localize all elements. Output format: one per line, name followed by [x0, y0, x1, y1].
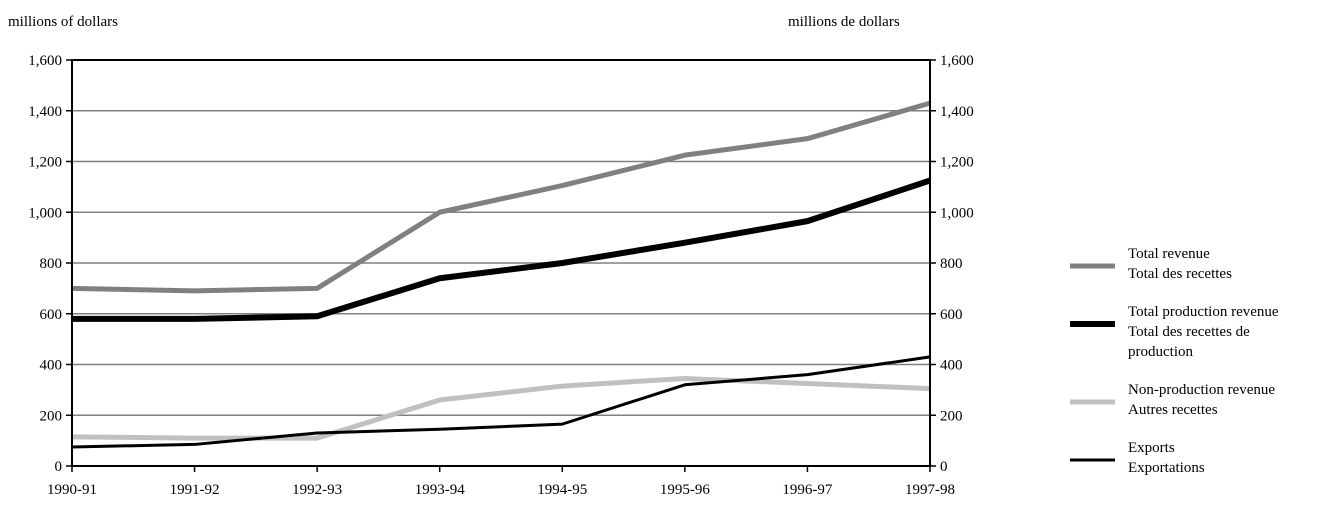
series-line-non-production-revenue [71, 375, 931, 441]
legend-label-total-production-revenue: Total des recettes de [1128, 324, 1250, 340]
y-tick-label-right: 1,200 [940, 155, 974, 171]
y-tick-label-right: 1,000 [940, 205, 974, 221]
y-axis-right: 0 200 400 600 800 1,000 1,200 1,400 1,600 [930, 53, 974, 475]
legend-label-total-revenue: Total revenue [1128, 246, 1210, 262]
legend-label-total-production-revenue: Total production revenue [1128, 304, 1279, 320]
x-axis: 1990-91 1991-92 1992-93 1993-94 1994-95 1995-… [47, 466, 955, 498]
y-tick-label-left: 1,200 [28, 155, 62, 171]
y-axis-label-right: millions de dollars [788, 14, 900, 30]
y-tick-label-left: 1,000 [28, 205, 62, 221]
gridlines [72, 110, 930, 416]
legend-label-total-production-revenue: production [1128, 344, 1193, 360]
series-line-total-production-revenue [72, 177, 931, 322]
x-tick-label: 1994-95 [537, 482, 587, 498]
legend-label-non-production-revenue: Non-production revenue [1128, 382, 1275, 398]
y-tick-label-right: 400 [940, 358, 963, 374]
x-tick-label: 1996-97 [782, 482, 832, 498]
plot-frame [71, 59, 931, 467]
y-tick-label-right: 1,400 [940, 104, 974, 120]
legend-label-exports: Exports [1128, 440, 1175, 456]
y-tick-label-right: 200 [940, 408, 963, 424]
y-tick-label-right: 800 [940, 256, 963, 272]
y-axis-left: 0 200 400 600 800 1,000 1,200 1,400 1,600 [28, 53, 72, 475]
y-tick-label-left: 800 [40, 256, 63, 272]
y-tick-label-left: 400 [40, 358, 63, 374]
y-axis-label-left: millions of dollars [8, 14, 118, 30]
x-tick-label: 1993-94 [415, 482, 465, 498]
x-tick-label: 1995-96 [660, 482, 710, 498]
y-tick-label-left: 600 [40, 307, 63, 323]
y-tick-label-left: 1,400 [28, 104, 62, 120]
series-line-total-revenue [71, 100, 931, 294]
legend: Total revenue Total des recettes Total pro… [1070, 246, 1279, 476]
x-tick-label: 1992-93 [292, 482, 342, 498]
legend-label-non-production-revenue: Autres recettes [1128, 402, 1218, 418]
y-tick-label-right: 600 [940, 307, 963, 323]
y-tick-label-left: 0 [55, 459, 63, 475]
y-tick-label-right: 0 [940, 459, 948, 475]
legend-label-total-revenue: Total des recettes [1128, 266, 1232, 282]
x-tick-label: 1990-91 [47, 482, 97, 498]
series-line-exports [71, 355, 931, 449]
y-tick-label-right: 1,600 [940, 53, 974, 69]
x-tick-label: 1991-92 [170, 482, 220, 498]
legend-label-exports: Exportations [1128, 460, 1205, 476]
y-tick-label-left: 1,600 [28, 53, 62, 69]
y-tick-label-left: 200 [40, 408, 63, 424]
series-lines [71, 100, 931, 449]
x-tick-label: 1997-98 [905, 482, 955, 498]
